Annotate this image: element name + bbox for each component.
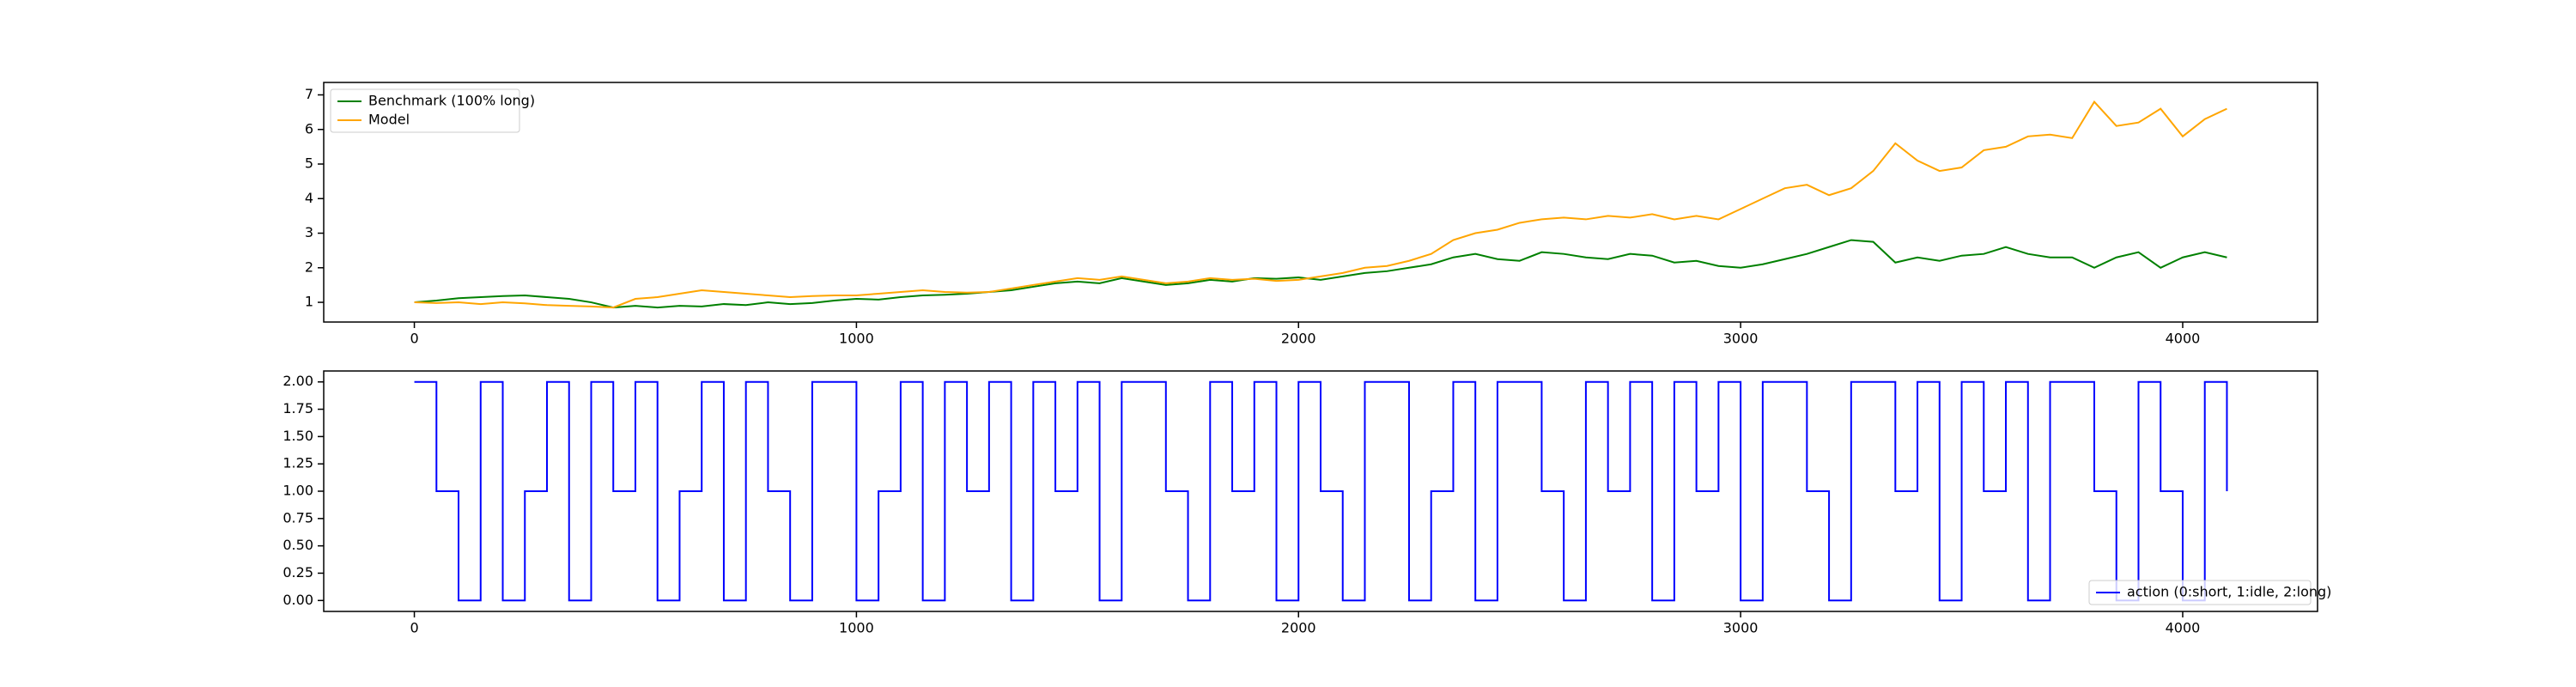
x-tick-label: 3000: [1723, 331, 1759, 347]
x-tick-label: 3000: [1723, 620, 1759, 636]
y-tick-label: 1.50: [283, 428, 313, 444]
x-tick-label: 0: [410, 620, 418, 636]
y-tick-label: 5: [305, 155, 313, 172]
y-tick-label: 6: [305, 120, 313, 137]
y-tick-label: 1: [305, 294, 313, 310]
legend-box: [2088, 580, 2312, 605]
axes-frame: [323, 82, 2318, 323]
step-line: [414, 380, 2228, 602]
y-tick-label: 1.75: [283, 400, 313, 416]
y-tick-label: 4: [305, 190, 313, 206]
y-tick-label: 3: [305, 224, 313, 240]
y-tick-label: 1.00: [283, 483, 313, 499]
y-tick-label: 0.00: [283, 592, 313, 608]
y-tick-label: 2.00: [283, 373, 313, 389]
x-tick-label: 0: [410, 331, 418, 347]
x-tick-label: 1000: [839, 331, 874, 347]
data-line: [414, 239, 2227, 309]
data-line: [414, 100, 2227, 309]
x-tick-label: 1000: [839, 620, 874, 636]
y-tick-label: 1.25: [283, 455, 313, 471]
x-tick-label: 4000: [2166, 620, 2201, 636]
x-tick-label: 4000: [2166, 331, 2201, 347]
x-tick-label: 2000: [1281, 620, 1316, 636]
x-tick-label: 2000: [1281, 331, 1316, 347]
legend-label: action (0:short, 1:idle, 2:long): [2127, 584, 2331, 600]
y-tick-label: 0.75: [283, 509, 313, 526]
y-tick-label: 2: [305, 258, 313, 275]
y-tick-label: 0.25: [283, 564, 313, 581]
axes-frame: [323, 370, 2318, 612]
y-tick-label: 7: [305, 86, 313, 102]
legend-box: [330, 88, 520, 133]
legend-label: Benchmark (100% long): [368, 93, 535, 109]
y-tick-label: 0.50: [283, 537, 313, 553]
legend-label: Model: [368, 112, 410, 128]
